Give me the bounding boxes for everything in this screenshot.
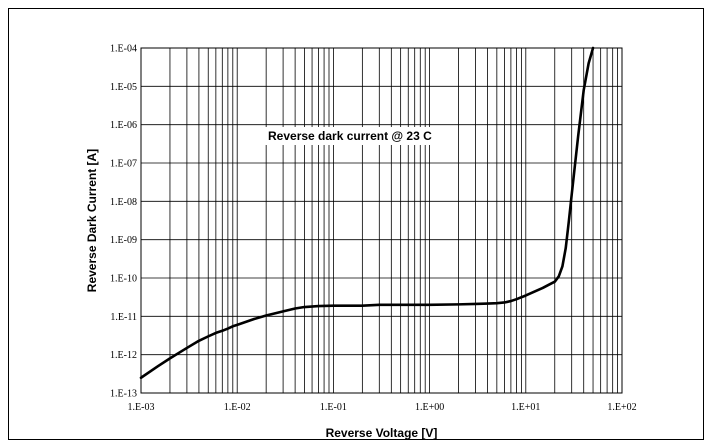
y-tick-label: 1.E-12 — [110, 350, 137, 361]
y-tick-label: 1.E-08 — [110, 197, 137, 208]
data-series-line — [139, 46, 595, 380]
x-tick-label: 1.E-01 — [320, 402, 347, 413]
x-tick-label: 1.E+02 — [607, 402, 636, 413]
series-layer — [139, 46, 595, 380]
annotation-reverse-dark-current: Reverse dark current @ 23 C — [268, 129, 432, 143]
annotation-layer: Reverse dark current @ 23 C — [264, 127, 432, 145]
y-tick-label: 1.E-07 — [110, 159, 137, 170]
x-tick-label: 1.E+00 — [415, 402, 444, 413]
y-tick-label: 1.E-10 — [110, 274, 137, 285]
x-axis-ticks: 1.E-03 1.E-02 1.E-01 1.E+00 1.E+01 1.E+02 — [128, 402, 637, 413]
plot-area — [140, 47, 623, 394]
y-axis-ticks: 1.E-13 1.E-12 1.E-11 1.E-10 1.E-09 1.E-08 1.E-… — [110, 44, 137, 400]
x-tick-label: 1.E-02 — [224, 402, 251, 413]
y-tick-label: 1.E-06 — [110, 120, 137, 131]
y-axis-label: Reverse Dark Current [A] — [85, 149, 99, 292]
y-tick-label: 1.E-05 — [110, 82, 137, 93]
x-tick-label: 1.E+01 — [511, 402, 540, 413]
annotation-background — [264, 127, 432, 145]
y-tick-label: 1.E-09 — [110, 235, 137, 246]
y-tick-label: 1.E-04 — [110, 44, 137, 55]
y-tick-label: 1.E-11 — [110, 312, 137, 323]
x-axis-label: Reverse Voltage [V] — [326, 426, 438, 440]
x-tick-label: 1.E-03 — [128, 402, 155, 413]
grid — [140, 47, 622, 394]
y-tick-label: 1.E-13 — [110, 389, 137, 400]
